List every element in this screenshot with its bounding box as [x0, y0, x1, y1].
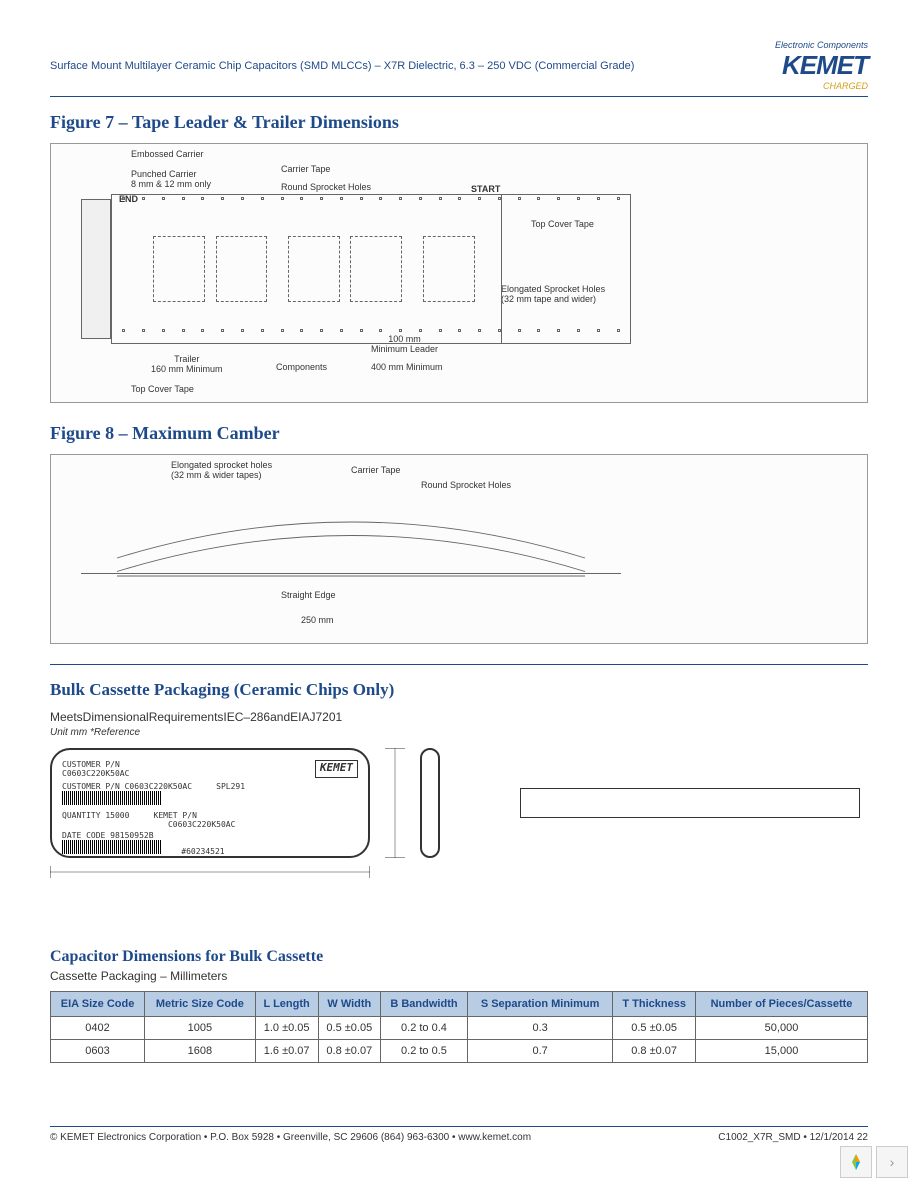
cell: 1005: [145, 1017, 256, 1040]
table-subtitle: Cassette Packaging – Millimeters: [50, 969, 868, 983]
cassette-width-dim: [50, 866, 370, 880]
logo-tagline-bottom: CHARGED: [775, 81, 868, 91]
bulk-cassette-subtitle: MeetsDimensionalRequirementsIEC–286andEI…: [50, 710, 868, 724]
kemet-logo: Electronic Components KEMET CHARGED: [775, 40, 868, 91]
cassette-side-view: [420, 748, 440, 858]
label-elongated-8: Elongated sprocket holes (32 mm & wider …: [171, 460, 272, 480]
cell: 1608: [145, 1040, 256, 1063]
tape-body: [111, 194, 631, 344]
header-divider: [50, 96, 868, 97]
table-title: Capacitor Dimensions for Bulk Cassette: [50, 948, 868, 966]
ruler: [81, 563, 621, 583]
footer-right: C1002_X7R_SMD • 12/1/2014 22: [718, 1132, 868, 1143]
page-footer: © KEMET Electronics Corporation • P.O. B…: [50, 1126, 868, 1143]
figure-8-diagram: Elongated sprocket holes (32 mm & wider …: [50, 454, 868, 644]
label-carrier-tape-8: Carrier Tape: [351, 465, 400, 475]
cell: 0.8 ±0.07: [613, 1040, 696, 1063]
cassette-label-box: CUSTOMER P/NC0603C220K50AC KEMET CUSTOME…: [50, 748, 370, 858]
cell: 0.3: [467, 1017, 612, 1040]
cassette-long-view: [520, 788, 860, 818]
cell: 0.5 ±0.05: [318, 1017, 380, 1040]
barcode-icon: [62, 840, 162, 854]
label-round-holes-8: Round Sprocket Holes: [421, 480, 511, 490]
logo-tagline-top: Electronic Components: [775, 40, 868, 50]
cell: 0.2 to 0.4: [381, 1017, 468, 1040]
cell: 0.8 ±0.07: [318, 1040, 380, 1063]
cell: 1.0 ±0.05: [255, 1017, 318, 1040]
cassette-kemet-pn-value: C0603C220K50AC: [168, 820, 235, 829]
chevron-right-icon: ›: [890, 1154, 895, 1170]
table-header-row: EIA Size Code Metric Size Code L Length …: [51, 992, 868, 1017]
next-page-button[interactable]: ›: [876, 1146, 908, 1178]
cassette-dim-lines: [380, 748, 410, 858]
tape-separator: [501, 195, 502, 343]
page-header: Surface Mount Multilayer Ceramic Chip Ca…: [50, 40, 868, 91]
barcode-icon: [62, 791, 162, 805]
col-metric-size: Metric Size Code: [145, 992, 256, 1017]
col-pieces: Number of Pieces/Cassette: [696, 992, 868, 1017]
col-separation: S Separation Minimum: [467, 992, 612, 1017]
sprocket-holes-bottom: [112, 329, 630, 341]
label-straight-edge: Straight Edge: [281, 590, 336, 600]
col-length: L Length: [255, 992, 318, 1017]
cassette-customer-pn-label: CUSTOMER P/N: [62, 760, 120, 769]
label-carrier-tape: Carrier Tape: [281, 164, 330, 174]
figure-7-title: Figure 7 – Tape Leader & Trailer Dimensi…: [50, 112, 868, 133]
dimensions-table: EIA Size Code Metric Size Code L Length …: [50, 991, 868, 1063]
col-width: W Width: [318, 992, 380, 1017]
label-round-holes: Round Sprocket Holes: [281, 182, 371, 192]
page-nav: ›: [840, 1146, 908, 1178]
table-row: 0402 1005 1.0 ±0.05 0.5 ±0.05 0.2 to 0.4…: [51, 1017, 868, 1040]
col-eia-size: EIA Size Code: [51, 992, 145, 1017]
label-dim-250: 250 mm: [301, 615, 334, 625]
cell: 0603: [51, 1040, 145, 1063]
bulk-cassette-title: Bulk Cassette Packaging (Ceramic Chips O…: [50, 680, 868, 700]
cell: 1.6 ±0.07: [255, 1040, 318, 1063]
cell: 15,000: [696, 1040, 868, 1063]
label-punched: Punched Carrier 8 mm & 12 mm only: [131, 169, 211, 189]
cell: 50,000: [696, 1017, 868, 1040]
label-start: START: [471, 184, 500, 194]
col-thickness: T Thickness: [613, 992, 696, 1017]
label-trailer: Trailer 160 mm Minimum: [151, 354, 223, 374]
label-components: Components: [276, 362, 327, 372]
figure-8-title: Figure 8 – Maximum Camber: [50, 423, 868, 444]
col-bandwidth: B Bandwidth: [381, 992, 468, 1017]
label-leader-400: 400 mm Minimum: [371, 362, 443, 372]
sprocket-holes-top: [112, 197, 630, 209]
label-embossed: Embossed Carrier: [131, 149, 204, 159]
component-pocket: [216, 236, 268, 301]
figure-7-diagram: Embossed Carrier Punched Carrier 8 mm & …: [50, 143, 868, 403]
reel-shape: [81, 199, 111, 339]
cassette-customer-pn-value: C0603C220K50AC: [62, 769, 129, 778]
cell: 0402: [51, 1017, 145, 1040]
cassette-spl: SPL291: [216, 782, 245, 791]
component-pocket: [153, 236, 205, 301]
cassette-date-code: DATE CODE 98150952B: [62, 831, 154, 840]
cell: 0.2 to 0.5: [381, 1040, 468, 1063]
cassette-diagram: CUSTOMER P/NC0603C220K50AC KEMET CUSTOME…: [50, 748, 868, 928]
nav-logo-icon[interactable]: [840, 1146, 872, 1178]
cassette-kemet-logo: KEMET: [315, 760, 358, 778]
component-pocket: [423, 236, 475, 301]
logo-main-text: KEMET: [775, 50, 868, 81]
component-pocket: [288, 236, 340, 301]
cassette-customer-pn2: CUSTOMER P/N C0603C220K50AC: [62, 782, 192, 791]
unit-note: Unit mm *Reference: [50, 727, 868, 738]
cell: 0.7: [467, 1040, 612, 1063]
cassette-kemet-pn-label: KEMET P/N: [154, 811, 197, 820]
section-divider: [50, 664, 868, 665]
table-row: 0603 1608 1.6 ±0.07 0.8 ±0.07 0.2 to 0.5…: [51, 1040, 868, 1063]
cassette-lot: #60234521: [181, 847, 224, 856]
cassette-quantity: QUANTITY 15000: [62, 811, 129, 820]
document-title: Surface Mount Multilayer Ceramic Chip Ca…: [50, 40, 634, 72]
footer-left: © KEMET Electronics Corporation • P.O. B…: [50, 1132, 531, 1143]
cell: 0.5 ±0.05: [613, 1017, 696, 1040]
component-pocket: [350, 236, 402, 301]
label-top-cover-2: Top Cover Tape: [131, 384, 194, 394]
